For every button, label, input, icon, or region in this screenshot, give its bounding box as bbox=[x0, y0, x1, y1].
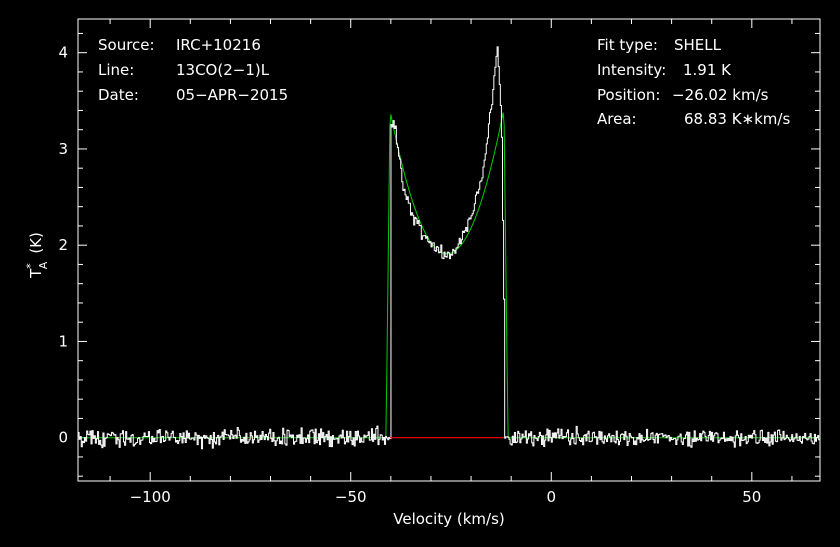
spectrum-layer bbox=[78, 46, 821, 450]
x-tick-label: −100 bbox=[130, 488, 171, 506]
info-date-key: Date: bbox=[98, 86, 139, 104]
info-fit-type-value: SHELL bbox=[674, 36, 722, 54]
plot-frame-group bbox=[77, 18, 821, 482]
y-tick-label: 3 bbox=[58, 140, 68, 158]
plot-frame bbox=[77, 18, 821, 482]
info-line-value: 13CO(2−1)L bbox=[176, 61, 270, 79]
info-area-key: Area: bbox=[597, 110, 637, 128]
x-tick-label: −50 bbox=[335, 488, 367, 506]
x-axis-label: Velocity (km/s) bbox=[393, 510, 504, 528]
info-position-value: −26.02 km/s bbox=[672, 86, 769, 104]
info-date-value: 05−APR−2015 bbox=[176, 86, 288, 104]
info-left-panel: Source: IRC+10216 Line: 13CO(2−1)L Date:… bbox=[98, 36, 288, 104]
y-axis-label-main: T bbox=[27, 268, 45, 279]
info-right-panel: Fit type: SHELL Intensity: 1.91 K Positi… bbox=[597, 36, 790, 128]
info-line-key: Line: bbox=[98, 61, 134, 79]
info-fit-type-key: Fit type: bbox=[597, 36, 658, 54]
info-area-value: 68.83 K∗km/s bbox=[684, 110, 790, 128]
y-tick-label: 4 bbox=[58, 44, 68, 62]
info-position-key: Position: bbox=[597, 86, 660, 104]
x-tick-label: 0 bbox=[547, 488, 557, 506]
info-source-key: Source: bbox=[98, 36, 155, 54]
spectrum-line bbox=[78, 46, 821, 450]
info-intensity-value: 1.91 K bbox=[683, 61, 732, 79]
svg-text:T*A(K): T*A (K) bbox=[24, 232, 50, 279]
y-tick-label: 0 bbox=[58, 429, 68, 447]
axis-ticks bbox=[78, 19, 820, 481]
x-tick-label: 50 bbox=[742, 488, 761, 506]
y-tick-label: 1 bbox=[58, 332, 68, 350]
y-axis-label: T*A (K) bbox=[24, 232, 50, 279]
fit-curve-layer bbox=[78, 112, 820, 439]
y-tick-label: 2 bbox=[58, 236, 68, 254]
info-intensity-key: Intensity: bbox=[597, 61, 666, 79]
info-source-value: IRC+10216 bbox=[176, 36, 261, 54]
y-axis-label-sup: * bbox=[24, 263, 37, 269]
axis-tick-labels: −100 −50 0 50 0 1 2 3 4 bbox=[58, 44, 761, 506]
fit-curve-line bbox=[78, 112, 820, 439]
y-axis-label-unit: (K) bbox=[27, 232, 45, 254]
y-axis-label-sub: A bbox=[37, 261, 50, 269]
